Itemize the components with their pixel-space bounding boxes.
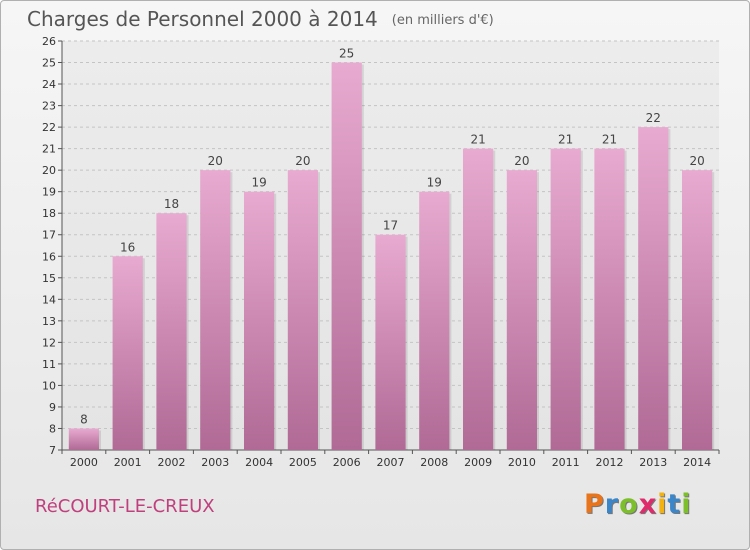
bar-2007 [375, 234, 406, 450]
data-label: 19 [251, 176, 266, 190]
x-tick-label: 2007 [377, 456, 405, 469]
y-tick-label: 13 [42, 315, 56, 328]
y-tick-label: 12 [42, 336, 56, 349]
bar-2000 [68, 428, 100, 450]
data-label: 17 [383, 219, 398, 233]
data-label: 21 [558, 133, 573, 147]
bar-2001 [112, 256, 143, 450]
x-tick-label: 2006 [333, 456, 361, 469]
y-tick-label: 15 [42, 272, 56, 285]
bar-2013 [638, 127, 669, 451]
data-label: 18 [164, 197, 179, 211]
y-tick-label: 14 [42, 293, 56, 306]
data-label: 20 [295, 154, 310, 168]
x-tick-label: 2013 [639, 456, 667, 469]
y-tick-label: 22 [42, 121, 56, 134]
y-tick-label: 26 [42, 35, 56, 48]
bar-2014 [681, 170, 713, 450]
data-label: 16 [120, 240, 135, 254]
x-tick-label: 2004 [245, 456, 273, 469]
bar-2011 [550, 148, 581, 450]
bar-2010 [506, 170, 538, 450]
x-tick-label: 2002 [158, 456, 186, 469]
bar-2012 [594, 148, 625, 450]
proxiti-logo[interactable]: Proxiti [584, 489, 692, 520]
y-tick-label: 20 [42, 164, 56, 177]
data-label: 22 [646, 111, 661, 125]
y-tick-label: 23 [42, 100, 56, 113]
data-label: 20 [514, 154, 529, 168]
bar-2005 [287, 170, 319, 450]
bar-2004 [243, 191, 275, 450]
logo-letter: i [681, 489, 692, 520]
y-tick-label: 7 [49, 444, 56, 457]
y-tick-label: 10 [42, 379, 56, 392]
bars [68, 62, 715, 451]
x-tick-label: 2014 [683, 456, 711, 469]
y-tick-label: 24 [42, 78, 56, 91]
labels: 8 2000 16 2001 18 2002 20 2003 19 2004 20 2005 25 200… [70, 47, 711, 469]
data-label: 19 [427, 176, 442, 190]
bar-2008 [419, 191, 450, 450]
data-label: 8 [80, 412, 88, 426]
x-tick-label: 2012 [596, 456, 624, 469]
data-label: 20 [689, 154, 704, 168]
x-tick-label: 2005 [289, 456, 317, 469]
x-tick-label: 2003 [201, 456, 229, 469]
y-tick-label: 16 [42, 250, 56, 263]
x-tick-label: 2008 [420, 456, 448, 469]
data-label: 21 [470, 133, 485, 147]
data-label: 25 [339, 47, 354, 61]
data-label: 20 [208, 154, 223, 168]
y-tick-label: 9 [49, 401, 56, 414]
y-tick-label: 8 [49, 422, 56, 435]
y-tick-label: 11 [42, 358, 56, 371]
x-tick-label: 2000 [70, 456, 98, 469]
commune-name: RéCOURT-LE-CREUX [35, 496, 215, 517]
logo-letter: r [604, 489, 620, 520]
bar-2002 [156, 213, 187, 450]
logo-letter: x [638, 489, 658, 520]
x-tick-label: 2011 [552, 456, 580, 469]
y-tick-label: 21 [42, 143, 56, 156]
logo-letter: P [584, 489, 605, 520]
x-tick-label: 2001 [114, 456, 142, 469]
y-tick-label: 18 [42, 207, 56, 220]
x-tick-label: 2009 [464, 456, 492, 469]
y-tick-label: 17 [42, 229, 56, 242]
logo-letter: i [657, 489, 668, 520]
y-tick-label: 25 [42, 57, 56, 70]
bar-2003 [200, 170, 231, 450]
logo-letter: t [667, 489, 682, 520]
title-row: Charges de Personnel 2000 à 2014 (en mill… [27, 7, 494, 31]
chart-title: Charges de Personnel 2000 à 2014 [27, 7, 378, 31]
x-tick-label: 2010 [508, 456, 536, 469]
bar-2006 [331, 62, 362, 451]
y-tick-label: 19 [42, 186, 56, 199]
bar-2009 [462, 148, 494, 450]
data-label: 21 [602, 133, 617, 147]
chart-subtitle: (en milliers d'€) [391, 13, 494, 28]
logo-letter: o [619, 489, 639, 520]
